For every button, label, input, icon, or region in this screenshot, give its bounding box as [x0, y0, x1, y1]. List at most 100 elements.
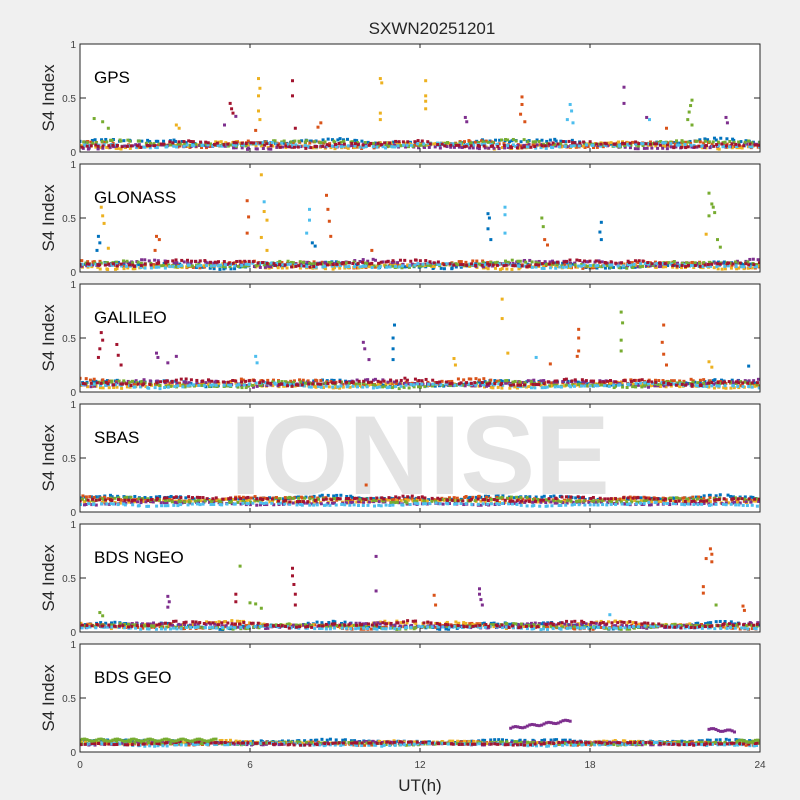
data-point: [481, 140, 485, 144]
data-point: [577, 327, 581, 331]
data-point: [571, 262, 575, 266]
data-point: [612, 144, 616, 148]
data-point: [175, 381, 179, 385]
data-point: [591, 627, 595, 631]
data-point: [338, 266, 342, 270]
data-point: [686, 502, 690, 506]
data-point: [698, 380, 702, 384]
data-point: [672, 260, 676, 264]
data-point: [105, 145, 109, 149]
data-point: [656, 142, 660, 146]
data-point: [246, 146, 250, 150]
data-point: [513, 264, 517, 268]
data-point: [228, 265, 232, 269]
data-point: [305, 139, 309, 143]
data-point: [541, 498, 545, 502]
data-point: [420, 264, 424, 268]
data-point: [301, 378, 305, 382]
data-point: [149, 261, 153, 265]
data-point: [420, 139, 424, 143]
data-point: [743, 380, 747, 384]
data-point: [518, 264, 522, 268]
data-point: [317, 497, 321, 501]
data-point: [312, 503, 316, 507]
data-point: [413, 263, 417, 267]
data-point: [327, 624, 331, 628]
data-point: [361, 340, 365, 344]
data-point: [477, 378, 481, 382]
data-point: [220, 624, 224, 628]
data-point: [247, 259, 251, 263]
data-point: [745, 142, 749, 146]
data-point: [553, 143, 557, 147]
data-point: [193, 623, 197, 627]
data-point: [740, 497, 744, 501]
data-point: [431, 378, 435, 382]
data-point: [229, 627, 233, 631]
data-point: [721, 381, 725, 385]
data-point: [299, 502, 303, 506]
data-point: [312, 260, 316, 264]
data-point: [224, 624, 228, 628]
data-point: [742, 142, 746, 146]
data-point: [222, 143, 226, 147]
data-point: [738, 261, 742, 265]
data-point: [559, 139, 563, 143]
data-point: [416, 139, 420, 143]
data-point: [319, 502, 323, 506]
data-point: [341, 138, 345, 142]
data-point: [497, 502, 501, 506]
data-point: [384, 260, 388, 264]
data-point: [204, 381, 208, 385]
data-point: [501, 383, 505, 387]
data-point: [486, 502, 490, 506]
data-point: [497, 142, 501, 146]
data-point: [503, 231, 507, 235]
data-point: [423, 262, 427, 266]
data-point: [608, 263, 612, 267]
data-point: [510, 258, 514, 262]
data-point: [567, 139, 571, 143]
data-point: [381, 385, 385, 389]
data-point: [578, 141, 582, 145]
data-point: [410, 623, 414, 627]
data-point: [588, 259, 592, 263]
data-point: [290, 384, 294, 388]
data-point: [727, 501, 731, 505]
data-point: [487, 494, 491, 498]
data-point: [308, 207, 311, 211]
data-point: [293, 139, 297, 143]
data-point: [633, 265, 637, 269]
data-point: [573, 141, 577, 145]
data-point: [170, 384, 174, 388]
data-point: [369, 627, 373, 631]
data-point: [708, 493, 712, 497]
data-point: [291, 265, 295, 269]
data-point: [557, 145, 561, 149]
data-point: [133, 494, 137, 498]
data-point: [278, 145, 282, 149]
data-point: [462, 378, 466, 382]
data-point: [662, 384, 666, 388]
data-point: [96, 144, 100, 148]
data-point: [623, 142, 627, 146]
data-point: [286, 384, 290, 388]
data-point: [503, 259, 507, 263]
data-point: [172, 503, 176, 507]
data-point: [588, 140, 592, 144]
data-point: [230, 619, 234, 623]
data-point: [508, 622, 512, 626]
data-point: [698, 140, 702, 144]
data-point: [245, 383, 249, 387]
data-point: [500, 381, 504, 385]
data-point: [678, 382, 682, 386]
data-point: [647, 500, 651, 504]
data-point: [394, 264, 398, 268]
data-point: [298, 500, 302, 504]
data-point: [310, 502, 314, 506]
data-point: [640, 385, 644, 389]
data-point: [80, 264, 84, 268]
data-point: [718, 245, 722, 249]
data-point: [730, 142, 734, 146]
data-point: [393, 262, 397, 266]
